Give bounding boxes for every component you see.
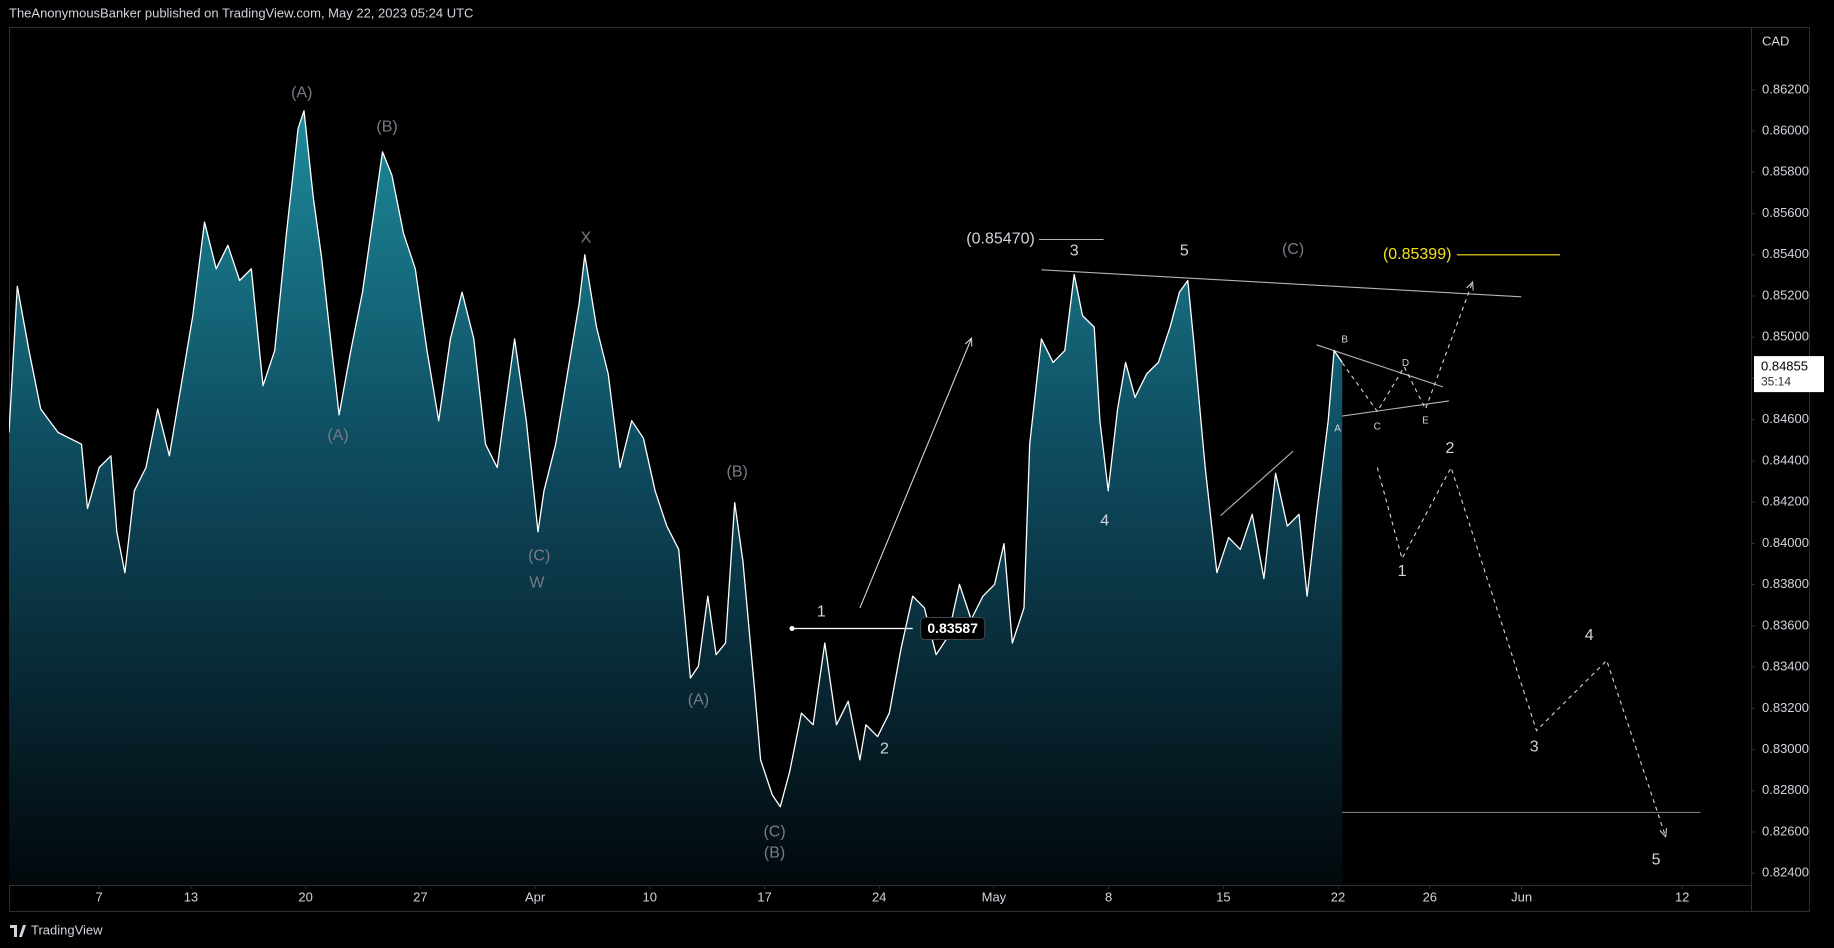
- last-price-box: [1754, 356, 1824, 393]
- y-tick-label: 0.84000: [1762, 535, 1809, 550]
- y-tick-label: 0.84400: [1762, 452, 1809, 467]
- drawing: [1376, 466, 1665, 836]
- drawing: [1220, 450, 1294, 517]
- triangle-label: A: [1334, 424, 1341, 435]
- x-tick-label: 27: [413, 889, 427, 904]
- footer-text: TradingView: [31, 922, 103, 937]
- x-tick-label: 7: [96, 889, 103, 904]
- wave-label: (B): [764, 845, 785, 862]
- wave-label: (A): [327, 427, 348, 444]
- y-tick-label: 0.83800: [1762, 576, 1809, 591]
- wave-label: (B): [727, 463, 748, 480]
- y-tick-label: 0.85400: [1762, 246, 1809, 261]
- axes: 0.82400 0.82600 0.82800 0.83000 0.83200 0.834…: [96, 81, 1824, 904]
- triangle-label: D: [1402, 358, 1409, 369]
- x-tick-label: 8: [1105, 889, 1112, 904]
- currency: CAD: [1762, 33, 1789, 48]
- y-tick-label: 0.86200: [1762, 81, 1809, 96]
- wave-label: (A): [291, 85, 312, 102]
- x-tick-label: Apr: [525, 889, 546, 904]
- y-tick-label: 0.85800: [1762, 164, 1809, 179]
- area-fill: [9, 110, 1343, 885]
- y-tick-label: 0.85200: [1762, 287, 1809, 302]
- wave-label: 5: [1180, 242, 1189, 259]
- x-tick-label: 15: [1216, 889, 1230, 904]
- x-tick-label: 24: [872, 889, 886, 904]
- wave-label: (C): [528, 548, 550, 565]
- x-tick-label: 17: [757, 889, 771, 904]
- drawing: [1041, 269, 1522, 298]
- y-tick-label: 0.86000: [1762, 122, 1809, 137]
- wave-label: 2: [880, 741, 889, 758]
- x-tick-label: May: [982, 889, 1007, 904]
- y-tick-label: 0.83400: [1762, 659, 1809, 674]
- drawing: [1334, 400, 1449, 418]
- wave-label: 3: [1530, 738, 1539, 755]
- y-tick-label: 0.84200: [1762, 494, 1809, 509]
- last-price-label: 0.84855: [1761, 359, 1808, 374]
- y-tick-label: 0.82600: [1762, 823, 1809, 838]
- wave-label: 3: [1070, 242, 1079, 259]
- x-tick-label: 10: [643, 889, 657, 904]
- wave-label: (0.85399): [1383, 246, 1452, 263]
- drawing: [1316, 344, 1444, 388]
- drawing: [859, 339, 971, 609]
- triangle-label: B: [1341, 335, 1348, 346]
- triangle-label: E: [1422, 415, 1429, 426]
- wave-label: 4: [1585, 627, 1594, 644]
- wave-label: 5: [1652, 852, 1661, 869]
- x-tick-label: 20: [298, 889, 312, 904]
- y-tick-label: 0.85000: [1762, 329, 1809, 344]
- y-tick-label: 0.82400: [1762, 865, 1809, 880]
- y-tick-label: 0.83000: [1762, 741, 1809, 756]
- y-tick-label: 0.82800: [1762, 782, 1809, 797]
- price-line: [9, 110, 1343, 808]
- level-label-box: [920, 617, 986, 641]
- plot: 0.83587 (A) (B) X (A) (C) W (B) (A) (C) (B) 1 2 (0.85…: [9, 85, 1701, 885]
- logo: [10, 925, 26, 937]
- x-tick-label: 26: [1423, 889, 1437, 904]
- drawing: [1337, 283, 1473, 413]
- footer: TradingView: [10, 922, 103, 937]
- wave-label: (C): [763, 824, 785, 841]
- x-tick-label: 22: [1331, 889, 1345, 904]
- x-tick-label: 13: [184, 889, 198, 904]
- y-tick-label: 0.83200: [1762, 700, 1809, 715]
- y-tick-label: 0.84600: [1762, 411, 1809, 426]
- wave-label: (A): [688, 691, 709, 708]
- wave-label: (0.85470): [966, 231, 1035, 248]
- triangle-label: C: [1374, 421, 1381, 432]
- wave-label: 1: [1398, 563, 1407, 580]
- wave-label: (C): [1282, 241, 1304, 258]
- wave-label: X: [581, 229, 592, 246]
- x-tick-label: 12: [1675, 889, 1689, 904]
- wave-label: (B): [376, 119, 397, 136]
- y-tick-label: 0.85600: [1762, 205, 1809, 220]
- wave-label: 1: [817, 604, 826, 621]
- y-tick-label: 0.83600: [1762, 617, 1809, 632]
- wave-label: 2: [1446, 440, 1455, 457]
- wave-label: 4: [1100, 513, 1109, 530]
- level-label: 0.83587: [927, 620, 978, 636]
- header: TheAnonymousBanker published on TradingV…: [9, 5, 473, 20]
- level-dot: [789, 626, 795, 632]
- countdown-label: 35:14: [1761, 374, 1791, 388]
- wave-label: W: [529, 575, 545, 592]
- x-tick-label: Jun: [1511, 889, 1532, 904]
